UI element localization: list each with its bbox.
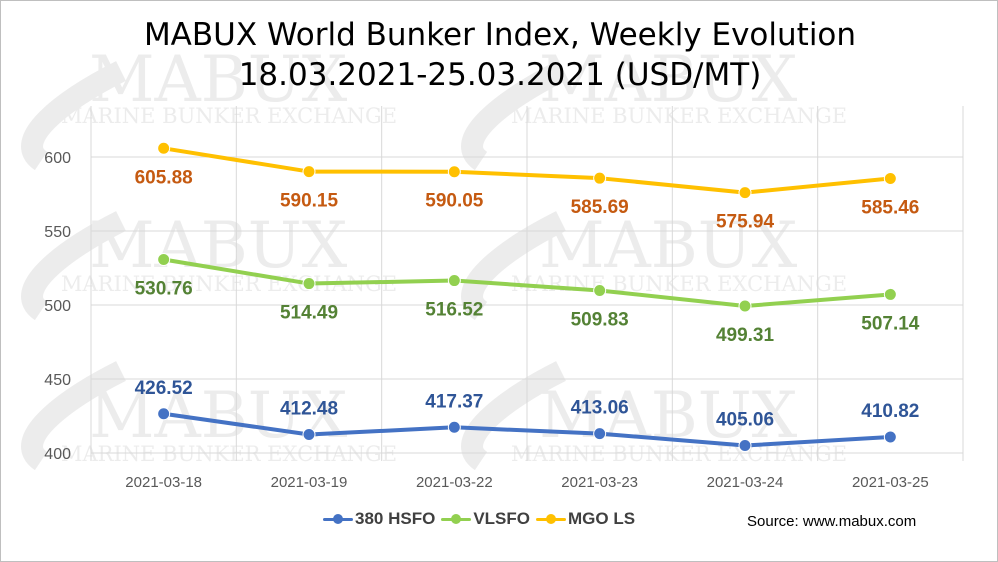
- data-point: [302, 165, 316, 179]
- data-label: 413.06: [571, 398, 629, 419]
- legend-label: VLSFO: [473, 509, 530, 528]
- watermark-small: MARINE BUNKER EXCHANGE: [61, 442, 397, 466]
- data-point: [447, 165, 461, 179]
- data-label: 426.52: [135, 378, 193, 399]
- x-tick-label: 2021-03-19: [271, 474, 348, 491]
- y-tick-label: 600: [44, 150, 71, 167]
- data-label: 516.52: [425, 300, 483, 321]
- data-label: 509.83: [571, 309, 629, 330]
- legend-item: MGO LS: [535, 509, 636, 529]
- data-label: 590.05: [425, 191, 484, 212]
- legend-swatch: [535, 513, 566, 525]
- legend-swatch: [441, 513, 472, 525]
- series-line: [161, 257, 893, 309]
- legend-item: VLSFO: [441, 509, 530, 529]
- data-label: 585.69: [571, 197, 629, 218]
- data-label: 410.82: [861, 401, 919, 422]
- data-label: 405.06: [716, 410, 774, 431]
- data-point: [447, 274, 461, 288]
- data-point: [738, 299, 752, 313]
- data-label: 412.48: [280, 399, 338, 420]
- x-tick-label: 2021-03-25: [852, 474, 929, 491]
- data-point: [593, 427, 607, 441]
- legend-label: 380 HSFO: [355, 509, 436, 528]
- legend-label: MGO LS: [567, 509, 636, 528]
- y-tick-label: 500: [44, 298, 71, 315]
- x-tick-label: 2021-03-18: [125, 474, 202, 491]
- watermark-small: MARINE BUNKER EXCHANGE: [511, 104, 847, 128]
- data-point: [447, 420, 461, 434]
- data-point: [738, 439, 752, 453]
- watermark-swirl: [461, 211, 566, 321]
- watermark-big: MABUX: [539, 209, 798, 283]
- watermark-swirl: [461, 61, 566, 171]
- data-point: [302, 277, 316, 291]
- data-label: 417.37: [425, 391, 483, 412]
- data-point: [593, 283, 607, 297]
- y-tick-label: 550: [44, 224, 71, 241]
- x-tick-label: 2021-03-23: [561, 474, 638, 491]
- data-label: 499.31: [716, 325, 775, 346]
- legend-item: 380 HSFO: [323, 509, 435, 529]
- data-point: [883, 430, 897, 444]
- x-tick-label: 2021-03-24: [707, 474, 784, 491]
- data-label: 590.15: [280, 191, 339, 212]
- data-point: [157, 141, 171, 155]
- y-tick-label: 400: [44, 446, 71, 463]
- data-label: 530.76: [135, 278, 193, 299]
- watermark-small: MARINE BUNKER EXCHANGE: [61, 104, 397, 128]
- data-label: 514.49: [280, 303, 338, 324]
- data-point: [883, 287, 897, 301]
- legend-swatch: [323, 513, 353, 525]
- data-point: [157, 407, 171, 421]
- watermark-small: MARINE BUNKER EXCHANGE: [511, 272, 847, 296]
- source-note: Source: www.mabux.com: [747, 513, 917, 530]
- watermark-swirl: [21, 211, 126, 321]
- data-label: 575.94: [716, 212, 775, 233]
- watermark-big: MABUX: [89, 43, 348, 117]
- y-tick-label: 450: [44, 372, 71, 389]
- data-point: [738, 186, 752, 200]
- chart-title: MABUX World Bunker Index, Weekly Evoluti…: [143, 17, 857, 53]
- watermark-small: MARINE BUNKER EXCHANGE: [511, 442, 847, 466]
- data-point: [157, 252, 171, 266]
- data-label: 507.14: [861, 313, 920, 334]
- data-label: 585.46: [861, 198, 919, 219]
- series-line: [161, 146, 893, 195]
- watermark-big: MABUX: [89, 209, 348, 283]
- data-label: 605.88: [135, 167, 193, 188]
- data-point: [302, 428, 316, 442]
- series-line: [161, 411, 893, 448]
- chart-subtitle: 18.03.2021-25.03.2021 (USD/MT): [238, 57, 762, 93]
- watermark-big: MABUX: [539, 43, 798, 117]
- data-point: [883, 172, 897, 186]
- x-tick-label: 2021-03-22: [416, 474, 493, 491]
- data-point: [593, 171, 607, 185]
- watermark-swirl: [21, 361, 126, 471]
- chart-legend: 380 HSFO VLSFO MGO LS: [323, 509, 641, 529]
- watermark-swirl: [21, 61, 126, 171]
- watermark-big: MABUX: [89, 379, 348, 453]
